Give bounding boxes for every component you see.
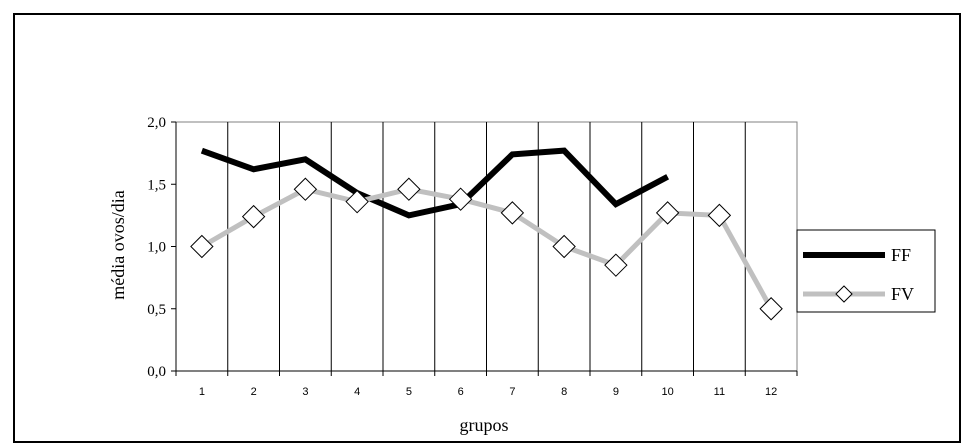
data-point-fv xyxy=(345,189,369,214)
y-tick-label: 0,0 xyxy=(147,364,166,380)
axes xyxy=(171,121,798,376)
legend-label-ff: FF xyxy=(891,245,911,265)
x-tick-label: 12 xyxy=(765,386,777,398)
x-tick-label: 5 xyxy=(406,386,412,398)
data-point-fv xyxy=(241,204,266,229)
data-point-fv xyxy=(655,201,680,225)
x-tick-label: 8 xyxy=(561,386,567,398)
x-tick-labels: 1 2 3 4 5 6 7 8 9 10 11 12 xyxy=(199,386,777,398)
legend-marker-fv xyxy=(835,285,853,303)
y-tick-labels: 0,0 0,5 1,0 1,5 2,0 xyxy=(147,115,166,380)
series-layer xyxy=(190,147,783,321)
data-point-fv xyxy=(500,201,525,225)
data-point-fv xyxy=(552,234,576,259)
series-line-ff xyxy=(200,147,670,219)
legend-label-fv: FV xyxy=(891,284,914,304)
x-tick-label: 9 xyxy=(613,386,619,398)
y-tick-label: 2,0 xyxy=(147,115,166,131)
legend-box xyxy=(796,229,936,313)
data-point-fv xyxy=(293,177,318,201)
legend: FF FV xyxy=(796,229,936,313)
data-point-fv xyxy=(604,253,628,277)
y-tick-label: 0,5 xyxy=(147,302,166,318)
x-tick-label: 6 xyxy=(458,386,464,398)
x-axis-title: grupos xyxy=(460,415,509,435)
data-point-fv xyxy=(190,234,214,259)
y-tick-label: 1,5 xyxy=(147,177,166,193)
gridlines xyxy=(227,122,746,371)
x-tick-label: 1 xyxy=(199,386,205,398)
x-tick-label: 7 xyxy=(509,386,515,398)
x-tick-label: 2 xyxy=(251,386,257,398)
x-tick-label: 3 xyxy=(302,386,308,398)
data-point-fv xyxy=(397,177,421,201)
x-tick-label: 4 xyxy=(354,386,360,398)
y-axis-title: média ovos/dia xyxy=(108,190,128,299)
data-point-fv xyxy=(448,187,473,211)
data-point-fv xyxy=(707,203,732,228)
data-point-fv xyxy=(759,297,783,321)
x-tick-label: 10 xyxy=(662,386,674,398)
x-tick-label: 11 xyxy=(714,386,725,398)
y-tick-label: 1,0 xyxy=(147,240,166,256)
